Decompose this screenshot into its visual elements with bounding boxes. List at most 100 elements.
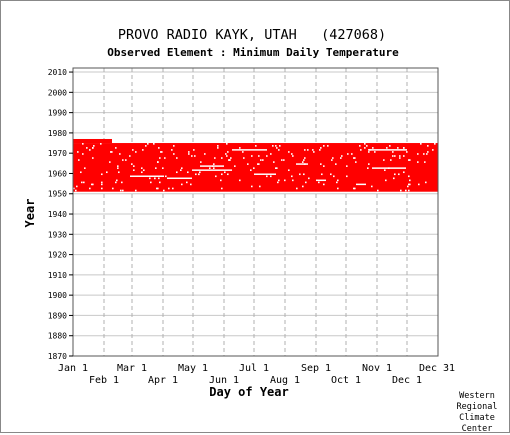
data-gap: [232, 149, 267, 151]
data-gap-day: [260, 159, 262, 161]
data-gap-day: [360, 149, 362, 151]
data-gap-day: [220, 179, 222, 182]
y-tick-label: 1890: [48, 311, 67, 320]
data-gap-day: [221, 157, 223, 159]
data-gap-day: [372, 147, 374, 149]
data-gap-day: [253, 167, 255, 169]
data-gap-day: [77, 151, 79, 153]
data-gap-day: [409, 159, 411, 161]
data-gap-day: [278, 149, 280, 151]
data-gap-day: [159, 157, 161, 159]
data-gap-day: [194, 155, 196, 157]
data-gap: [356, 183, 366, 186]
data-gap-day: [276, 147, 278, 149]
data-gap-day: [227, 173, 229, 176]
x-tick-label: Apr 1: [148, 375, 178, 386]
data-gap-day: [120, 189, 122, 192]
data-gap-day: [354, 157, 356, 159]
data-gap-day: [117, 167, 119, 169]
x-tick-label: Feb 1: [89, 375, 119, 386]
x-tick-label: May 1: [178, 363, 208, 374]
data-gap-day: [305, 181, 307, 184]
data-gap-day: [392, 151, 394, 153]
y-tick-label: 1980: [48, 129, 67, 138]
data-gap-day: [398, 173, 400, 176]
data-gap-day: [226, 143, 228, 145]
data-gap-day: [173, 153, 175, 155]
data-gap-day: [110, 151, 112, 153]
data-gap-day: [188, 153, 190, 155]
data-gap-day: [385, 179, 387, 182]
data-gap-day: [204, 153, 206, 155]
data-gap-day: [394, 155, 396, 157]
data-gap-day: [281, 159, 283, 161]
data-gap-day: [228, 159, 230, 161]
data-gap-day: [273, 161, 275, 163]
data-gap-day: [332, 157, 334, 159]
data-gap-day: [81, 181, 83, 184]
data-gap-day: [73, 187, 75, 190]
data-gap-day: [187, 171, 189, 174]
x-tick-label: Dec 31: [419, 363, 455, 374]
data-gap-day: [172, 187, 174, 190]
data-gap-day: [319, 149, 321, 151]
data-gap-day: [198, 173, 200, 176]
data-gap-day: [109, 161, 111, 163]
data-gap-day: [321, 173, 323, 176]
y-tick-label: 2000: [48, 88, 67, 97]
data-gap-day: [408, 189, 410, 192]
data-gap-day: [318, 181, 320, 184]
data-gap-day: [303, 173, 305, 176]
data-gap-day: [403, 171, 405, 174]
data-gap-day: [111, 151, 113, 153]
data-gap: [316, 179, 326, 182]
data-gap-day: [86, 147, 88, 149]
data-gap-day: [131, 163, 133, 165]
data-gap-day: [173, 145, 175, 147]
data-gap-day: [195, 173, 197, 176]
data-gap-day: [284, 179, 286, 182]
data-gap-day: [214, 157, 216, 159]
data-gap-day: [257, 163, 259, 165]
data-gap-day: [408, 159, 410, 161]
data-gap-day: [291, 153, 293, 155]
data-gap-day: [158, 147, 160, 149]
data-gap-day: [93, 145, 95, 147]
y-tick-label: 1870: [48, 352, 67, 361]
data-gap-day: [406, 151, 408, 153]
data-gap-day: [147, 143, 149, 145]
data-gap-day: [359, 145, 361, 147]
data-gap-day: [239, 179, 241, 182]
data-gap-day: [388, 167, 390, 169]
data-gap-day: [135, 189, 137, 192]
x-tick-label: Jun 1: [209, 375, 239, 386]
data-gap-day: [364, 143, 366, 145]
data-gap-day: [366, 145, 368, 147]
data-gap-day: [247, 163, 249, 165]
data-gap-day: [292, 155, 294, 157]
credit-line: Regional: [456, 402, 498, 412]
data-gap-day: [275, 167, 277, 169]
x-tick-label: Nov 1: [362, 363, 392, 374]
data-gap-day: [400, 189, 402, 192]
data-gap-day: [217, 147, 219, 149]
data-gap-day: [304, 157, 306, 159]
data-gap-day: [408, 183, 410, 186]
data-gap-day: [229, 159, 231, 161]
data-gap-day: [242, 151, 244, 153]
data-gap-day: [355, 161, 357, 163]
data-gap-day: [190, 183, 192, 186]
data-gap-day: [230, 157, 232, 159]
data-gap-day: [132, 149, 134, 151]
data-gap-day: [122, 159, 124, 161]
data-gap-day: [181, 167, 183, 169]
data-gap-day: [92, 183, 94, 186]
data-gap-day: [125, 159, 127, 161]
data-gap-day: [386, 147, 388, 149]
data-gap-day: [92, 157, 94, 159]
data-gap-day: [143, 169, 145, 172]
data-gap-day: [186, 181, 188, 184]
data-gap-day: [426, 153, 428, 155]
